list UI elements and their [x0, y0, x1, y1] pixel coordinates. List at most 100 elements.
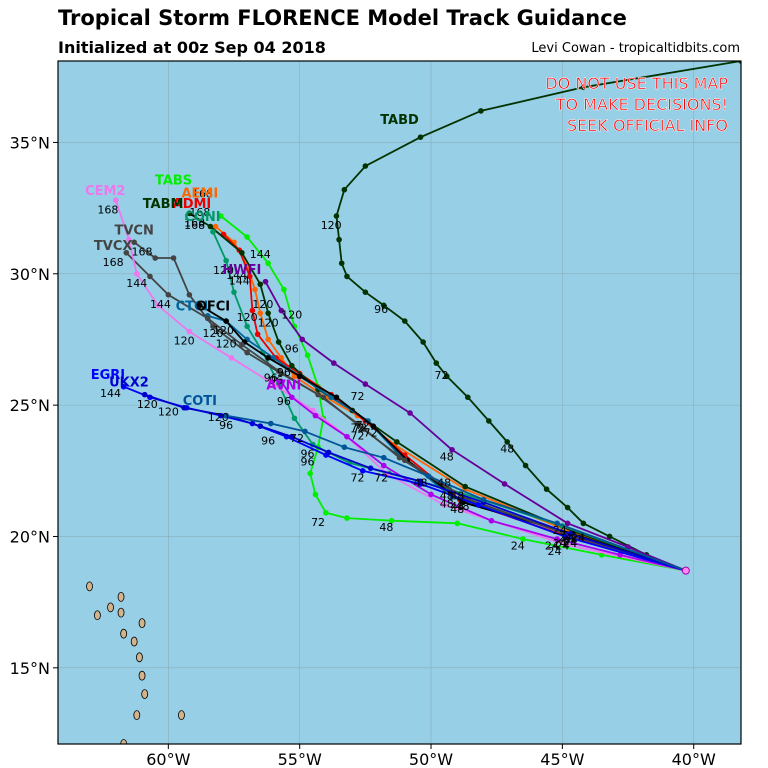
island: [107, 602, 114, 613]
forecast-hour-label: 96: [261, 435, 275, 448]
track-point: [543, 486, 550, 492]
forecast-hour-label: 24: [547, 545, 561, 558]
track-point: [210, 323, 216, 330]
track-point: [344, 515, 350, 521]
island: [117, 607, 125, 618]
warning-box: DO NOT USE THIS MAP TO MAKE DECISIONS! S…: [545, 74, 729, 136]
map-frame: [57, 60, 742, 745]
forecast-hour-label: 72: [356, 419, 370, 432]
track-line-tabd: [335, 61, 741, 572]
track-point: [165, 291, 172, 298]
track-point: [480, 496, 487, 503]
track-point: [380, 454, 387, 461]
track-point: [338, 260, 345, 267]
track-point: [275, 368, 282, 374]
forecast-hour-label: 96: [269, 374, 283, 387]
track-point: [262, 278, 269, 285]
forecast-hour-label: 168: [97, 203, 118, 216]
axis-ticks: 60°W 55°W 50°W 45°W 40°W 15°N 20°N 25°N 30°N 35°N: [10, 133, 716, 768]
track-point: [425, 473, 432, 479]
track-point: [465, 394, 471, 401]
track-point: [333, 213, 340, 219]
track-point: [417, 478, 424, 485]
model-label-coti: COTI: [183, 394, 217, 409]
track-point: [228, 355, 235, 361]
track-point: [428, 491, 434, 498]
lon-tick-label: 45°W: [540, 750, 584, 768]
track-point: [278, 378, 285, 385]
forecast-hour-label: 72: [350, 429, 364, 442]
track-point: [170, 255, 177, 261]
track-point: [141, 391, 148, 398]
model-label-tvcx: TVCX: [94, 239, 133, 254]
track-point: [341, 444, 348, 450]
forecast-hour-label: 48: [450, 500, 464, 513]
track-point: [186, 291, 193, 298]
forecast-hour-label: 96: [301, 456, 315, 469]
forecast-hour-label: 96: [285, 343, 299, 356]
island: [86, 581, 93, 592]
track-point: [325, 449, 332, 456]
track-point: [449, 446, 455, 453]
forecast-hour-label: 144: [150, 298, 171, 311]
forecast-hour-labels: 24 48 72 96 120 24 48 72 96 120 144 168 24 72 120 168 24…: [97, 188, 585, 558]
forecast-hour-label: 168: [184, 216, 205, 229]
lon-tick-label: 40°W: [672, 750, 716, 768]
forecast-hour-label: 24: [563, 537, 577, 550]
forecast-hour-label: 120: [321, 219, 342, 232]
track-point: [580, 520, 587, 527]
track-point: [244, 323, 250, 330]
track-point: [223, 257, 229, 264]
forecast-hour-label: 120: [208, 411, 229, 424]
track-point: [296, 373, 303, 380]
lon-tick-label: 55°W: [278, 750, 322, 768]
forecast-hour-label: 48: [450, 503, 464, 516]
track-line-tabs: [220, 215, 686, 572]
track-point: [254, 331, 261, 338]
forecast-hour-label: 24: [571, 532, 585, 545]
forecast-hour-label: 48: [437, 477, 451, 490]
track-point: [186, 210, 193, 217]
forecast-hour-label: 48: [500, 442, 514, 455]
track-point: [267, 420, 274, 427]
track-point: [312, 491, 319, 498]
island: [130, 636, 138, 647]
track-point: [123, 249, 130, 256]
track-point: [554, 536, 560, 542]
forecast-hour-label: 72: [350, 390, 364, 403]
forecast-hour-label: 24: [545, 540, 559, 553]
lat-tick-label: 30°N: [10, 265, 50, 284]
track-point: [433, 360, 440, 366]
track-point: [488, 517, 495, 524]
forecast-hour-label: 168: [132, 245, 153, 258]
track-point: [231, 289, 237, 295]
forecast-hour-label: 96: [374, 303, 388, 316]
track-point: [362, 381, 369, 387]
track-point: [207, 223, 214, 230]
track-point: [341, 186, 348, 193]
track-point: [462, 483, 468, 490]
track-point: [131, 239, 137, 246]
track-point: [478, 108, 484, 114]
track-point: [112, 197, 119, 204]
island: [120, 628, 128, 639]
track-point: [288, 394, 295, 401]
forecast-hour-label: 144: [126, 277, 147, 290]
track-point: [370, 423, 377, 429]
forecast-hour-label: 168: [184, 219, 205, 232]
island: [178, 710, 185, 721]
island: [138, 618, 146, 629]
forecast-hour-label: 24: [553, 537, 567, 550]
model-tracks: [112, 61, 741, 575]
model-label-admi: ADMI: [173, 197, 212, 212]
forecast-hour-label: 120: [213, 324, 234, 337]
track-point: [475, 502, 482, 508]
warning-line: DO NOT USE THIS MAP: [545, 74, 728, 93]
track-point: [617, 552, 623, 558]
forecast-hour-label: 120: [213, 264, 234, 277]
track-point: [454, 520, 461, 527]
track-point: [223, 318, 229, 324]
track-point: [738, 61, 741, 64]
forecast-hour-label: 72: [374, 471, 388, 484]
